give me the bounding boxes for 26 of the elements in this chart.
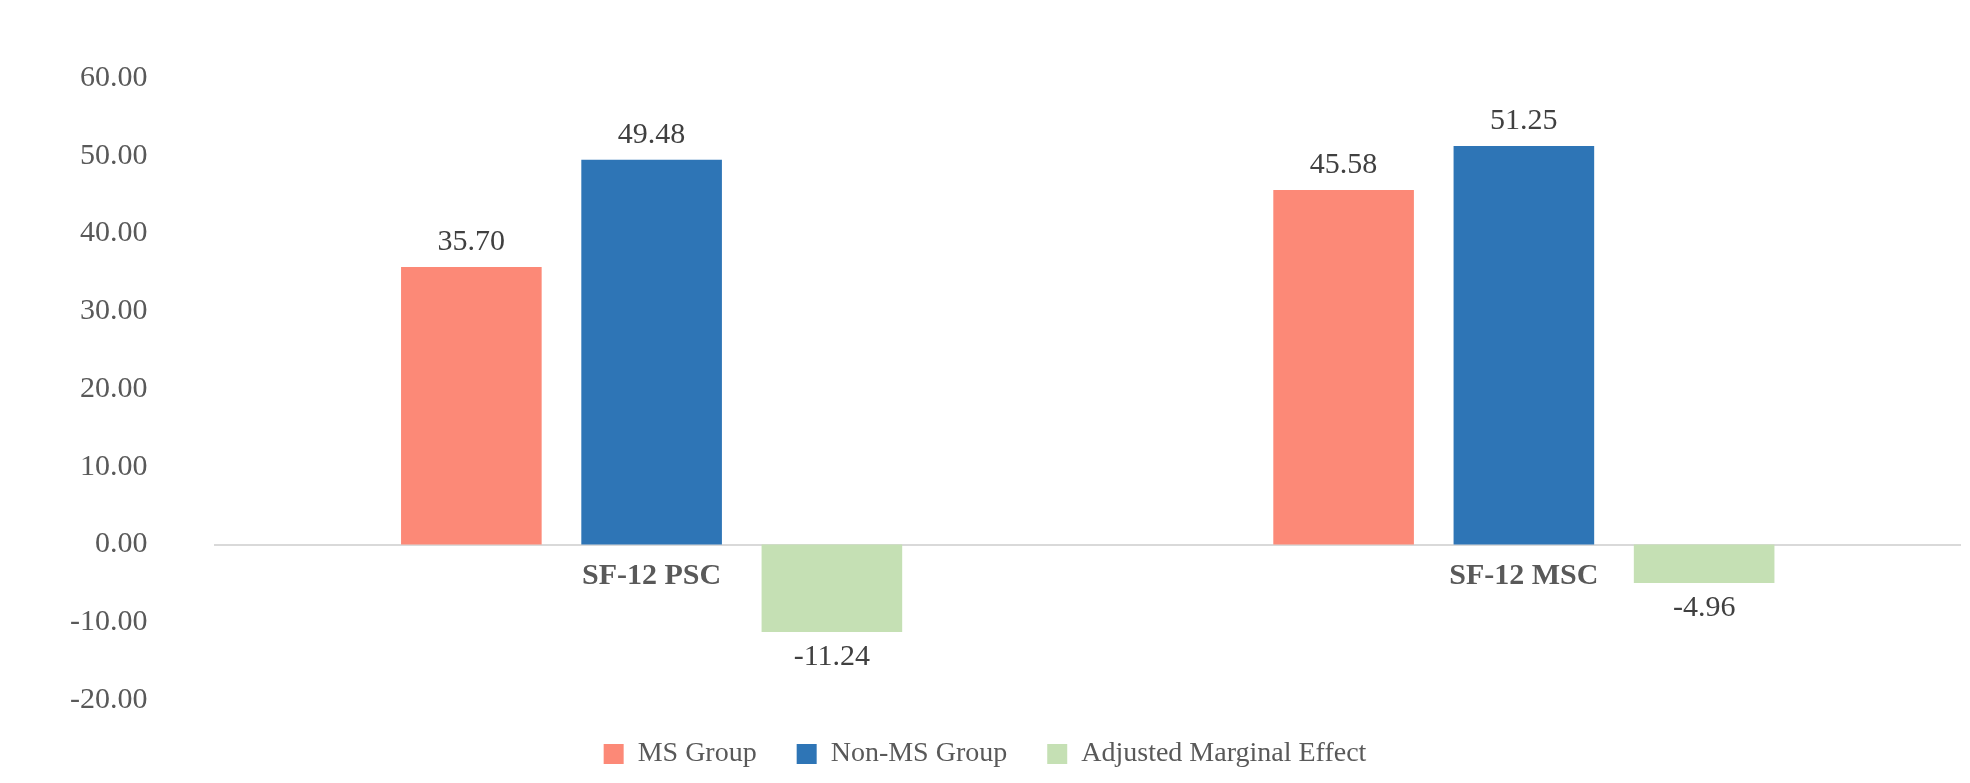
data-label: 51.25 bbox=[1490, 101, 1558, 135]
bar bbox=[761, 544, 903, 632]
bar bbox=[1453, 146, 1595, 545]
x-tick-label: SF-12 PSC bbox=[582, 557, 722, 591]
x-tick-label: SF-12 MSC bbox=[1449, 557, 1599, 591]
y-tick-label: 0.00 bbox=[94, 525, 148, 559]
bar bbox=[1633, 544, 1775, 584]
y-tick-label: -20.00 bbox=[69, 680, 148, 714]
data-label: -11.24 bbox=[793, 637, 871, 671]
bar bbox=[1273, 190, 1414, 545]
data-label: 49.48 bbox=[617, 115, 686, 149]
y-tick-label: 60.00 bbox=[79, 58, 148, 92]
y-tick-label: -10.00 bbox=[69, 603, 148, 637]
y-tick-label: 40.00 bbox=[79, 214, 148, 248]
data-label: 45.58 bbox=[1309, 145, 1378, 179]
data-label: -4.96 bbox=[1672, 588, 1736, 622]
legend-label: Non-MS Group bbox=[830, 736, 1008, 768]
data-label: 35.70 bbox=[437, 222, 506, 256]
y-tick-label: 20.00 bbox=[79, 369, 148, 403]
y-tick-label: 50.00 bbox=[79, 136, 148, 170]
y-tick-label: 30.00 bbox=[79, 292, 148, 326]
legend-label: MS Group bbox=[637, 736, 757, 768]
bar bbox=[581, 159, 722, 545]
legend-label: Adjusted Marginal Effect bbox=[1081, 736, 1367, 768]
y-tick-label: 10.00 bbox=[79, 447, 148, 481]
bar bbox=[401, 266, 542, 545]
